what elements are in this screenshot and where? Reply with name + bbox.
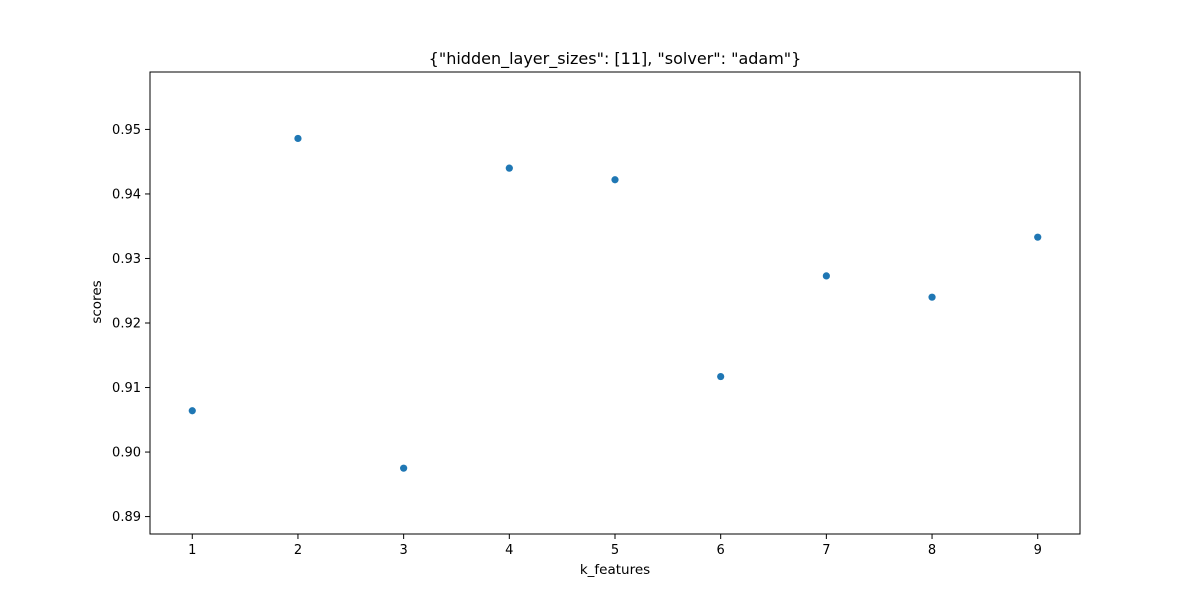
data-point [505,164,513,172]
data-point [928,293,936,301]
y-tick-label: 0.89 [112,510,141,525]
y-tick-label: 0.93 [112,252,141,267]
x-tick-label: 3 [399,543,407,558]
y-tick-label: 0.94 [112,187,141,202]
x-tick-label: 7 [822,543,830,558]
x-axis-label: k_features [580,562,650,578]
y-axis-ticks: 0.89 0.90 0.91 0.92 0.93 0.94 0.95 [112,123,150,525]
data-point [717,372,725,381]
x-tick-label: 2 [294,543,302,558]
data-point [611,176,619,184]
x-tick-label: 4 [505,543,513,558]
x-tick-label: 6 [717,543,725,558]
plot-area [188,134,1042,472]
y-tick-label: 0.92 [112,317,141,332]
y-tick-label: 0.95 [112,123,141,138]
data-point [188,407,196,415]
y-axis-label: scores [89,280,105,323]
data-point [294,134,302,143]
x-axis-ticks: 1 2 3 4 5 6 7 8 9 [188,534,1042,558]
y-tick-label: 0.91 [112,381,141,396]
chart-title: {"hidden_layer_sizes": [11], "solver": "… [429,49,802,69]
y-tick-label: 0.90 [112,446,141,461]
x-tick-label: 9 [1034,543,1042,558]
data-point [1034,233,1042,241]
x-tick-label: 5 [611,543,619,558]
x-tick-label: 1 [188,543,196,558]
data-point [822,272,830,280]
x-tick-label: 8 [928,543,936,558]
data-point [400,464,408,472]
